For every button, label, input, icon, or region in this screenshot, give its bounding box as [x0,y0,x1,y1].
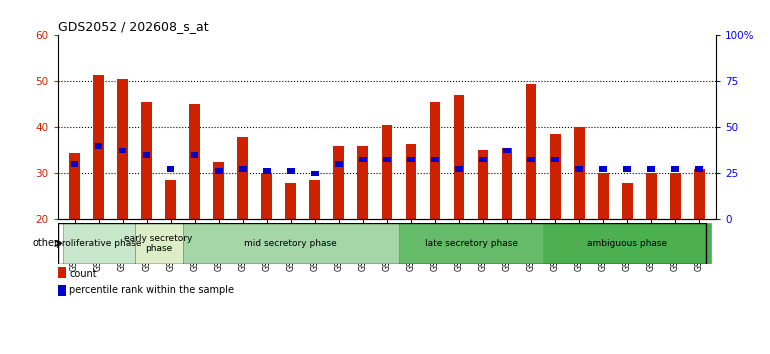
Bar [333,146,344,219]
Bar [430,102,440,219]
Bar [598,173,608,219]
Bar [141,102,152,219]
Bar [399,223,543,264]
Bar [575,166,583,172]
Bar [357,146,368,219]
Text: ambiguous phase: ambiguous phase [588,239,668,248]
Text: other: other [32,238,59,249]
Text: mid secretory phase: mid secretory phase [244,239,337,248]
Text: early secretory
phase: early secretory phase [125,234,192,253]
Bar [550,134,561,219]
Bar [599,166,607,172]
Bar [239,166,246,172]
Bar [286,183,296,219]
Bar [477,150,488,219]
Bar [237,137,248,219]
Bar [213,162,224,219]
Bar [62,223,135,264]
Bar [69,153,80,219]
Bar [117,79,128,219]
Bar [526,84,537,219]
Bar [191,152,199,158]
Bar [543,223,711,264]
Bar [93,74,104,219]
Text: GDS2052 / 202608_s_at: GDS2052 / 202608_s_at [58,20,209,33]
Bar [670,173,681,219]
Bar [624,166,631,172]
Bar [695,166,703,172]
Text: late secretory phase: late secretory phase [424,239,517,248]
Bar [311,171,319,176]
Bar [287,169,295,174]
Bar [527,157,535,162]
Bar [431,157,439,162]
Bar [551,157,559,162]
Bar [406,143,417,219]
Bar [646,173,657,219]
Bar [215,169,223,174]
Bar [479,157,487,162]
Bar [335,161,343,167]
Bar [383,157,390,162]
Bar [622,183,633,219]
Bar [182,223,399,264]
Bar [135,223,182,264]
Bar [119,148,126,153]
Bar [263,169,270,174]
Bar [261,173,272,219]
Bar [381,125,393,219]
Bar [167,166,175,172]
Bar [504,148,511,153]
Bar [574,127,584,219]
Bar [95,143,102,149]
Bar [648,166,655,172]
Bar [671,166,679,172]
Text: count: count [69,269,97,279]
Text: percentile rank within the sample: percentile rank within the sample [69,285,234,295]
Bar [166,181,176,219]
Bar [189,104,200,219]
Bar [407,157,415,162]
Bar [143,152,150,158]
Bar [58,267,66,278]
Bar [694,169,705,219]
Bar [58,285,66,296]
Bar [455,166,463,172]
Bar [502,148,513,219]
Bar [310,181,320,219]
Bar [359,157,367,162]
Text: proliferative phase: proliferative phase [56,239,142,248]
Bar [71,161,79,167]
Bar [454,95,464,219]
